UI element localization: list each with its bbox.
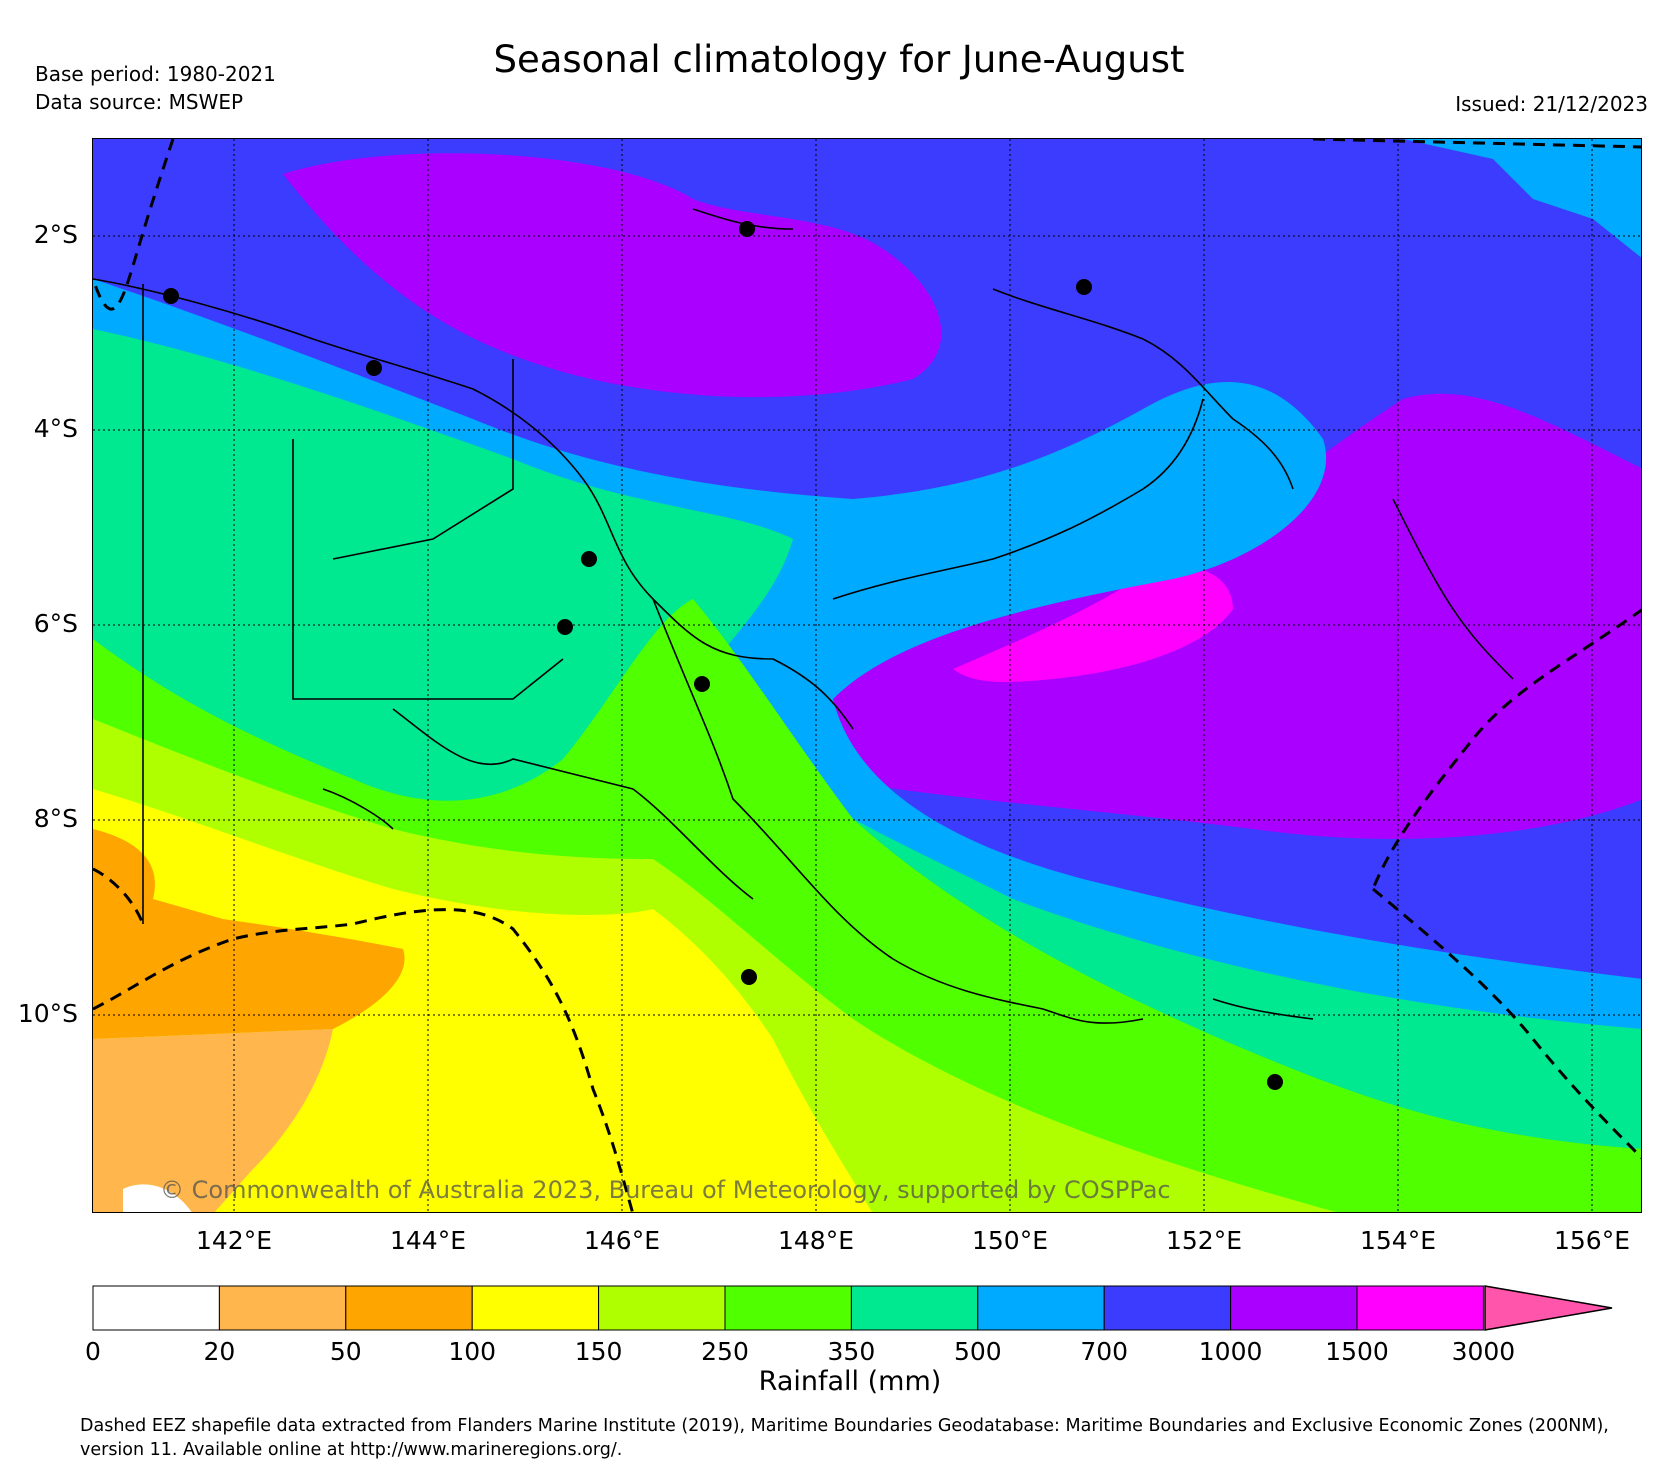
colorbar-cell <box>977 1285 1105 1331</box>
lon-label-146e: 146°E <box>583 1226 660 1255</box>
lat-label-6s: 6°S <box>33 609 78 638</box>
data-source-label: Data source: MSWEP <box>35 90 244 114</box>
colorbar-cell <box>598 1285 726 1331</box>
station-marker <box>163 288 179 304</box>
lon-label-156e: 156°E <box>1553 1226 1630 1255</box>
colorbar-tick-label: 3000 <box>1451 1337 1516 1366</box>
colorbar-label: Rainfall (mm) <box>758 1366 942 1397</box>
colorbar-tick-label: 700 <box>1080 1337 1129 1366</box>
zone-0-20 <box>123 1184 192 1212</box>
lon-label-152e: 152°E <box>1165 1226 1242 1255</box>
rainfall-map-svg <box>93 139 1641 1212</box>
station-marker <box>366 360 382 376</box>
colorbar-cell <box>471 1285 600 1331</box>
station-marker <box>1076 279 1092 295</box>
copyright-notice: © Commonwealth of Australia 2023, Bureau… <box>160 1176 1171 1204</box>
station-marker <box>739 221 755 237</box>
station-marker <box>694 676 710 692</box>
colorbar-cell <box>92 1285 220 1331</box>
colorbar-cell <box>1230 1285 1358 1331</box>
colorbar-tick-label: 20 <box>203 1337 236 1366</box>
colorbar-cell <box>1103 1285 1232 1331</box>
station-markers <box>163 221 1283 1090</box>
colorbar <box>92 1285 1613 1331</box>
colorbar-cell <box>850 1285 979 1331</box>
station-marker <box>741 969 757 985</box>
zone-20-50 <box>93 1029 333 1212</box>
lat-label-8s: 8°S <box>33 804 78 833</box>
zone-500-700-ne <box>1403 139 1641 258</box>
lon-label-148e: 148°E <box>777 1226 854 1255</box>
lon-label-150e: 150°E <box>971 1226 1048 1255</box>
colorbar-cell <box>218 1285 347 1331</box>
colorbar-tick-label: 100 <box>448 1337 497 1366</box>
gridlines <box>93 139 1641 1212</box>
map-title: Seasonal climatology for June-August <box>493 38 1185 81</box>
issued-date-label: Issued: 21/12/2023 <box>1455 92 1648 116</box>
station-marker <box>1267 1074 1283 1090</box>
zone-50-100 <box>93 829 405 1039</box>
lon-label-144e: 144°E <box>389 1226 466 1255</box>
colorbar-tick-label: 250 <box>701 1337 749 1366</box>
lon-label-154e: 154°E <box>1359 1226 1436 1255</box>
lon-label-142e: 142°E <box>195 1226 272 1255</box>
colorbar-cell <box>1356 1285 1484 1331</box>
colorbar-cell <box>724 1285 852 1331</box>
zone-1000-1500-north <box>283 153 942 398</box>
colorbar-tick-label: 150 <box>574 1337 623 1366</box>
lat-label-2s: 2°S <box>33 220 78 249</box>
coastlines <box>93 208 1514 1024</box>
colorbar-tick-label: 0 <box>85 1337 101 1366</box>
colorbar-tick-label: 350 <box>827 1337 876 1366</box>
colorbar-tick-label: 1000 <box>1198 1337 1263 1366</box>
rainfall-map <box>92 138 1642 1213</box>
station-marker <box>581 551 597 567</box>
colorbar-cell <box>345 1285 473 1331</box>
base-period-label: Base period: 1980-2021 <box>35 62 276 86</box>
colorbar-tick-label: 500 <box>953 1337 1002 1366</box>
zone-1500-3000 <box>953 566 1233 682</box>
footnote: Dashed EEZ shapefile data extracted from… <box>80 1416 1609 1460</box>
eez-boundaries <box>93 139 1641 1212</box>
colorbar-tick-label: 50 <box>329 1337 362 1366</box>
lat-label-10s: 10°S <box>17 999 78 1028</box>
colorbar-extend-arrow <box>1484 1285 1613 1331</box>
colorbar-tick-label: 1500 <box>1325 1337 1389 1366</box>
lat-label-4s: 4°S <box>33 414 78 443</box>
station-marker <box>557 619 573 635</box>
